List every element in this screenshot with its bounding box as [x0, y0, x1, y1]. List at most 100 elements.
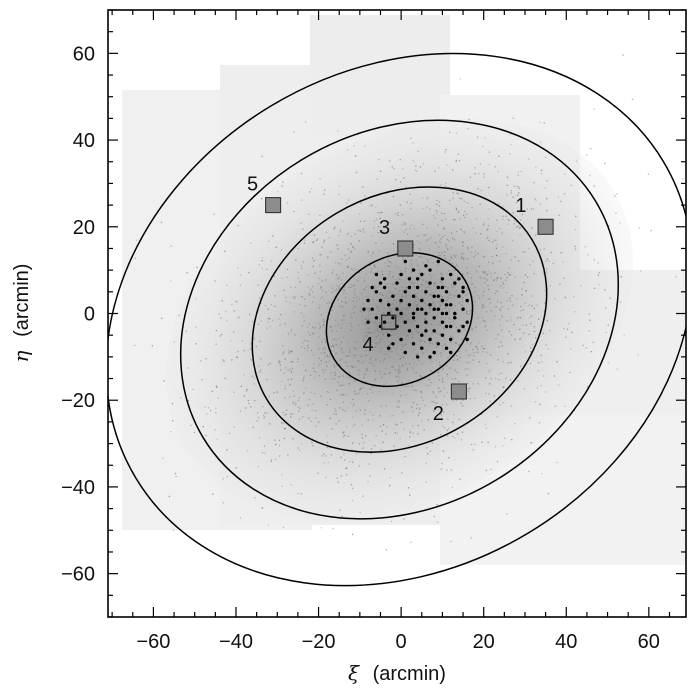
speckle-dot [270, 459, 273, 461]
speckle-dot [482, 271, 484, 273]
speckle-dot [479, 203, 481, 205]
speckle-dot [410, 202, 412, 204]
speckle-dot [553, 375, 556, 377]
speckle-dot [582, 344, 584, 347]
speckle-dot [469, 343, 471, 346]
speckle-dot [301, 267, 303, 269]
speckle-dot [426, 227, 428, 229]
speckle-dot [533, 208, 535, 210]
speckle-dot [295, 259, 297, 261]
speckle-dot [274, 305, 276, 307]
speckle-dot [394, 423, 397, 425]
speckle-dot [401, 293, 403, 295]
speckle-dot [389, 221, 391, 224]
speckle-dot [259, 371, 261, 373]
speckle-dot [494, 315, 496, 317]
speckle-dot [226, 319, 228, 321]
speckle-dot [235, 467, 237, 469]
speckle-dot [345, 302, 347, 304]
speckle-dot [483, 306, 485, 308]
speckle-dot [466, 361, 468, 364]
speckle-dot [335, 423, 337, 425]
speckle-dot [556, 461, 558, 464]
speckle-dot [438, 375, 440, 377]
speckle-dot [480, 277, 482, 279]
speckle-dot [401, 364, 404, 366]
speckle-dot [398, 372, 400, 374]
speckle-dot [309, 334, 311, 336]
speckle-dot [222, 502, 224, 504]
speckle-dot [332, 345, 334, 347]
speckle-dot [292, 367, 294, 369]
speckle-dot [325, 291, 327, 293]
speckle-dot [347, 248, 350, 250]
speckle-dot [473, 397, 476, 399]
speckle-dot [235, 300, 237, 302]
speckle-dot [452, 436, 454, 438]
speckle-dot [333, 363, 335, 366]
speckle-dot [274, 439, 276, 441]
speckle-dot [301, 296, 303, 298]
isopleth-ellipse-4 [108, 52, 686, 587]
speckle-dot [334, 226, 336, 228]
speckle-dot [435, 212, 438, 215]
member-star [407, 277, 412, 281]
speckle-dot [376, 328, 379, 330]
speckle-dot [440, 316, 443, 319]
speckle-dot [418, 359, 420, 361]
speckle-dot [320, 314, 322, 316]
member-star [436, 342, 440, 346]
speckle-dot [245, 407, 247, 409]
speckle-dot [447, 304, 450, 307]
speckle-dot [330, 372, 332, 374]
speckle-dot [308, 293, 310, 295]
speckle-dot [687, 305, 688, 306]
speckle-dot [397, 348, 399, 350]
member-star [403, 259, 407, 264]
speckle-dot [395, 179, 397, 181]
speckle-dot [376, 343, 378, 345]
speckle-dot [438, 391, 440, 393]
speckle-dot [358, 213, 361, 215]
speckle-dot [401, 365, 404, 367]
speckle-dot [380, 449, 382, 451]
speckle-dot [426, 349, 428, 351]
member-star [440, 298, 445, 303]
speckle-dot [353, 284, 355, 287]
speckle-dot [353, 380, 355, 382]
speckle-dot [527, 276, 529, 278]
member-star [411, 311, 416, 316]
speckle-dot [422, 262, 424, 264]
speckle-dot [519, 227, 521, 229]
speckle-dot [310, 374, 312, 376]
speckle-dot [487, 285, 489, 287]
speckle-dot [307, 404, 309, 406]
speckle-dot [438, 246, 440, 248]
speckle-dot [339, 359, 341, 362]
speckle-dot [353, 284, 356, 286]
speckle-dot [531, 343, 533, 345]
speckle-dot [647, 173, 650, 175]
y-tick-label: 20 [73, 217, 95, 239]
speckle-dot [529, 362, 532, 365]
x-tick-label: 20 [473, 631, 495, 653]
speckle-dot [330, 454, 333, 456]
speckle-dot [253, 337, 255, 339]
speckle-dot [162, 457, 164, 459]
member-star [453, 311, 457, 316]
speckle-dot [337, 381, 339, 384]
speckle-dot [348, 354, 350, 357]
speckle-dot [393, 345, 395, 347]
speckle-dot [587, 386, 589, 388]
speckle-dot [404, 270, 406, 272]
speckle-dot [503, 386, 505, 388]
speckle-dot [415, 330, 418, 332]
speckle-dot [346, 407, 348, 409]
speckle-dot [356, 296, 358, 298]
speckle-dot [323, 299, 325, 301]
speckle-dot [251, 375, 253, 377]
speckle-dot [292, 390, 294, 392]
speckle-dot [190, 424, 192, 427]
speckle-dot [342, 375, 344, 377]
speckle-dot [542, 272, 545, 275]
